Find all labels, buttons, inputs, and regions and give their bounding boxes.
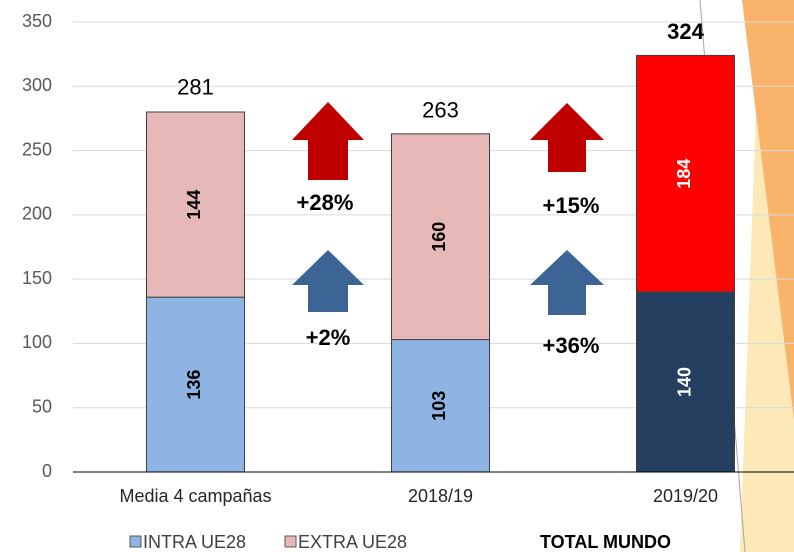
legend-label: INTRA UE28: [143, 532, 246, 552]
data-label: 140: [674, 367, 694, 397]
arrow-up: [530, 250, 604, 315]
arrow-up: [292, 250, 364, 312]
y-tick-label: 150: [22, 268, 52, 288]
total-label: 324: [667, 19, 704, 44]
annotation: +36%: [543, 333, 600, 358]
chart: 0 50 100 150 200 250 300 350 Media 4 campañas 136…: [0, 0, 794, 552]
x-tick-label: 2019/20: [653, 486, 718, 506]
y-tick-label: 350: [22, 11, 52, 31]
annotation: +15%: [543, 193, 600, 218]
annotation: +28%: [297, 190, 354, 215]
total-label: 281: [177, 75, 214, 100]
legend-label: EXTRA UE28: [298, 532, 407, 552]
data-label: 160: [429, 222, 449, 252]
arrow-up: [292, 102, 364, 180]
x-tick-label: Media 4 campañas: [119, 486, 271, 506]
y-tick-label: 300: [22, 75, 52, 95]
annotation: +2%: [306, 325, 351, 350]
y-tick-label: 0: [42, 461, 52, 481]
data-label: 103: [429, 391, 449, 421]
data-label: 184: [674, 159, 694, 189]
legend-label: TOTAL MUNDO: [540, 532, 671, 552]
plot: 0 50 100 150 200 250 300 350 Media 4 campañas 136…: [22, 11, 794, 552]
y-tick-label: 250: [22, 139, 52, 159]
data-label: 144: [184, 190, 204, 220]
y-tick-label: 50: [32, 396, 52, 416]
data-label: 136: [184, 370, 204, 400]
arrow-up: [530, 103, 604, 172]
y-tick-label: 100: [22, 332, 52, 352]
x-tick-label: 2018/19: [408, 486, 473, 506]
legend-swatch: [285, 536, 296, 547]
y-tick-label: 200: [22, 204, 52, 224]
legend-swatch: [130, 536, 141, 547]
total-label: 263: [422, 98, 459, 123]
